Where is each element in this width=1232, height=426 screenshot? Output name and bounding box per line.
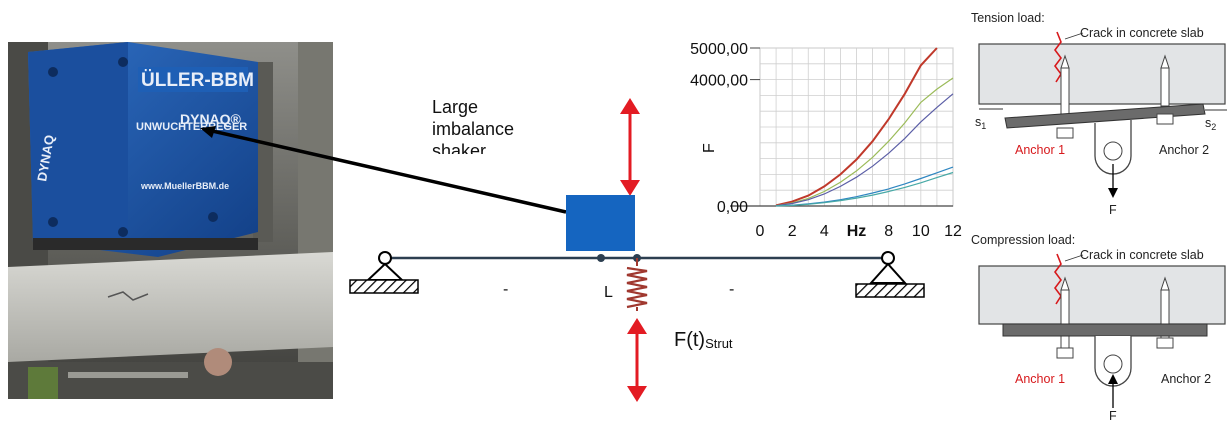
shaker-label: Large imbalance shaker (432, 96, 514, 154)
strut-force-sub: Strut (705, 336, 733, 351)
chart-x-tick-label: Hz (847, 223, 867, 240)
compression-force-arrow (1108, 374, 1118, 384)
chart-x-tick-label: 12 (944, 223, 962, 240)
right-support (855, 251, 925, 298)
beam-diagram: - L - F(t)Strut (349, 98, 925, 402)
tension-anchor-1-bolt (1060, 67, 1070, 117)
shaker-label-line-3: shaker (432, 141, 487, 154)
chart-series-line-5 (776, 171, 954, 207)
tension-panel: Tension load: Crack in concrete slab s1 … (971, 11, 1227, 216)
photo-brand-text: ÜLLER-BBM (141, 70, 254, 91)
shaker-block (566, 195, 635, 251)
shaker-label-line-2: imbalance (432, 119, 515, 139)
pointer-line (207, 128, 567, 214)
strut-spring (626, 258, 648, 311)
photo-sub-text: UNWUCHTERREGER (136, 121, 247, 133)
left-support (349, 251, 419, 294)
photo-model-text: DYNAQ® (180, 111, 242, 127)
pointer-arrowhead (200, 126, 216, 138)
photo-web-text: www.MuellerBBM.de (140, 181, 229, 191)
chart-series-line-3 (776, 93, 954, 207)
force-frequency-chart: 0,00 4000,00 5000,00 0 2 4 Hz 8 10 12 F (690, 41, 962, 240)
chart-x-tick-label: 10 (912, 223, 930, 240)
tension-force-label: F (1109, 203, 1117, 216)
beam-node-shaker (597, 254, 605, 262)
tension-crack-label: Crack in concrete slab (1080, 26, 1204, 40)
shaker-photo: ÜLLER-BBM DYNAQ® UNWUCHTERREGER www.Muel… (8, 42, 333, 399)
span-left-label: - (503, 281, 508, 298)
strut-force-main: F(t) (674, 329, 705, 351)
compression-panel: Compression load: Crack in concrete slab… (971, 233, 1226, 423)
span-right-label: - (729, 281, 734, 298)
chart-y-tick-label: 0,00 (717, 199, 748, 216)
chart-ticks: 0,00 4000,00 5000,00 0 2 4 Hz 8 10 12 (690, 41, 962, 240)
compression-anchor-1-label: Anchor 1 (1015, 372, 1065, 386)
chart-y-label: F (701, 143, 718, 153)
strut-force-label: F(t)Strut (674, 329, 733, 351)
tension-title: Tension load: (971, 11, 1045, 25)
chart-x-tick-label: 2 (788, 223, 797, 240)
chart-x-tick-label: 8 (884, 223, 893, 240)
compression-title: Compression load: (971, 233, 1075, 247)
shaker-label-line-1: Large (432, 97, 479, 117)
compression-anchor-2-label: Anchor 2 (1161, 372, 1211, 386)
tension-slab (978, 43, 1226, 105)
chart-grid (759, 47, 954, 207)
tension-force-arrow (1108, 188, 1118, 198)
tension-s2-label: s2 (1205, 116, 1216, 132)
tension-anchor-2-bolt (1160, 67, 1170, 107)
chart-x-tick-label: 4 (820, 223, 829, 240)
tension-anchor-1-label: Anchor 1 (1015, 143, 1065, 157)
chart-series (775, 47, 954, 207)
chart-series-line-1 (775, 47, 938, 207)
tension-anchor-2-label: Anchor 2 (1159, 143, 1209, 157)
chart-y-tick-label: 4000,00 (690, 73, 748, 90)
span-mid-label: L (604, 284, 613, 301)
chart-y-tick-label: 5000,00 (690, 41, 748, 58)
compression-slab (978, 265, 1226, 325)
shaker-photo-drawing: ÜLLER-BBM DYNAQ® UNWUCHTERREGER www.Muel… (8, 42, 333, 399)
strut-force-arrow (627, 318, 647, 402)
tension-s1-label: s1 (975, 115, 986, 131)
compression-force-label: F (1109, 409, 1117, 423)
tension-base-plate (1004, 103, 1206, 129)
shaker-excitation-arrow (620, 98, 640, 196)
chart-x-tick-label: 0 (756, 223, 765, 240)
compression-base-plate (1002, 323, 1208, 337)
compression-crack-label: Crack in concrete slab (1080, 248, 1204, 262)
chart-series-line-2 (776, 77, 954, 207)
